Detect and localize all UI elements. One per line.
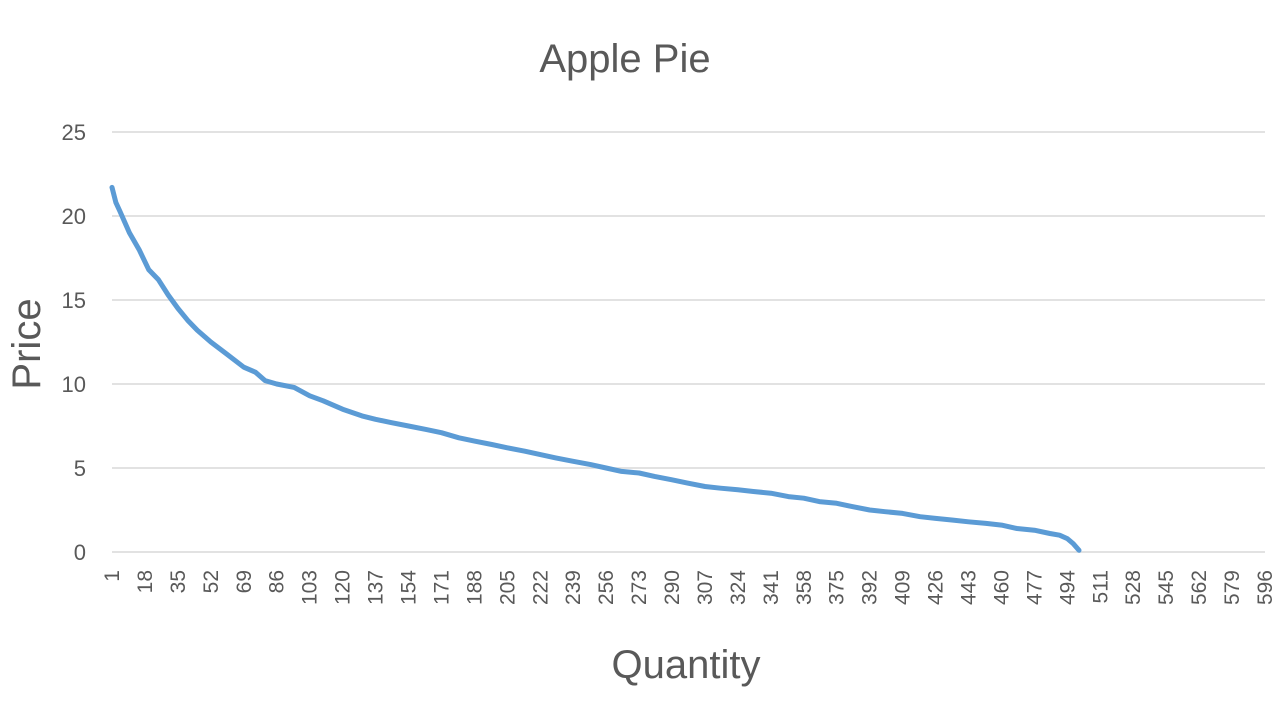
x-tick-label: 341 (760, 570, 783, 605)
x-tick-label: 392 (859, 570, 882, 605)
x-axis-ticks: 1 18 35 52 69 86 103 120 137 154 171 188 205 222 239 25… (101, 570, 1277, 605)
x-tick-label: 103 (299, 570, 322, 605)
x-tick-label: 528 (1122, 570, 1145, 605)
x-tick-label: 307 (694, 570, 717, 605)
x-tick-label: 52 (200, 570, 223, 593)
chart-title: Apple Pie (539, 37, 710, 81)
x-tick-label: 256 (595, 570, 618, 605)
x-tick-label: 290 (661, 570, 684, 605)
x-tick-label: 409 (892, 570, 915, 605)
x-tick-label: 596 (1254, 570, 1277, 605)
x-tick-label: 324 (727, 570, 750, 605)
x-tick-label: 545 (1155, 570, 1178, 605)
x-tick-label: 443 (958, 570, 981, 605)
x-tick-label: 358 (793, 570, 816, 605)
x-tick-label: 511 (1089, 570, 1112, 603)
x-tick-label: 460 (990, 570, 1013, 605)
y-tick-label: 0 (74, 540, 86, 565)
x-tick-label: 239 (562, 570, 585, 605)
x-tick-label: 426 (925, 570, 948, 605)
y-tick-label: 25 (62, 120, 86, 145)
gridlines (112, 131, 1265, 553)
x-tick-label: 375 (826, 570, 849, 605)
x-tick-label: 205 (496, 570, 519, 605)
x-tick-label: 273 (628, 570, 651, 605)
x-tick-label: 477 (1023, 570, 1046, 605)
x-tick-label: 120 (332, 570, 355, 605)
x-tick-label: 1 (101, 570, 124, 582)
y-tick-label: 10 (62, 372, 86, 397)
x-tick-label: 86 (266, 570, 289, 593)
x-tick-label: 69 (233, 570, 256, 593)
series-line (109, 184, 1082, 553)
x-tick-label: 154 (397, 570, 420, 605)
x-axis-label: Quantity (612, 643, 761, 687)
y-tick-label: 5 (74, 456, 86, 481)
x-tick-label: 35 (167, 570, 190, 593)
y-axis-label: Price (5, 298, 49, 389)
series-layer (109, 184, 1082, 553)
x-tick-label: 579 (1221, 570, 1244, 605)
y-tick-label: 20 (62, 204, 86, 229)
x-tick-label: 222 (529, 570, 552, 605)
x-tick-label: 171 (430, 570, 453, 605)
x-tick-label: 18 (134, 570, 157, 593)
y-tick-label: 15 (62, 288, 86, 313)
y-axis-ticks: 0 5 10 15 20 25 (62, 120, 86, 565)
x-tick-label: 137 (365, 570, 388, 605)
x-tick-label: 562 (1188, 570, 1211, 605)
x-tick-label: 494 (1056, 570, 1079, 605)
x-tick-label: 188 (463, 570, 486, 605)
